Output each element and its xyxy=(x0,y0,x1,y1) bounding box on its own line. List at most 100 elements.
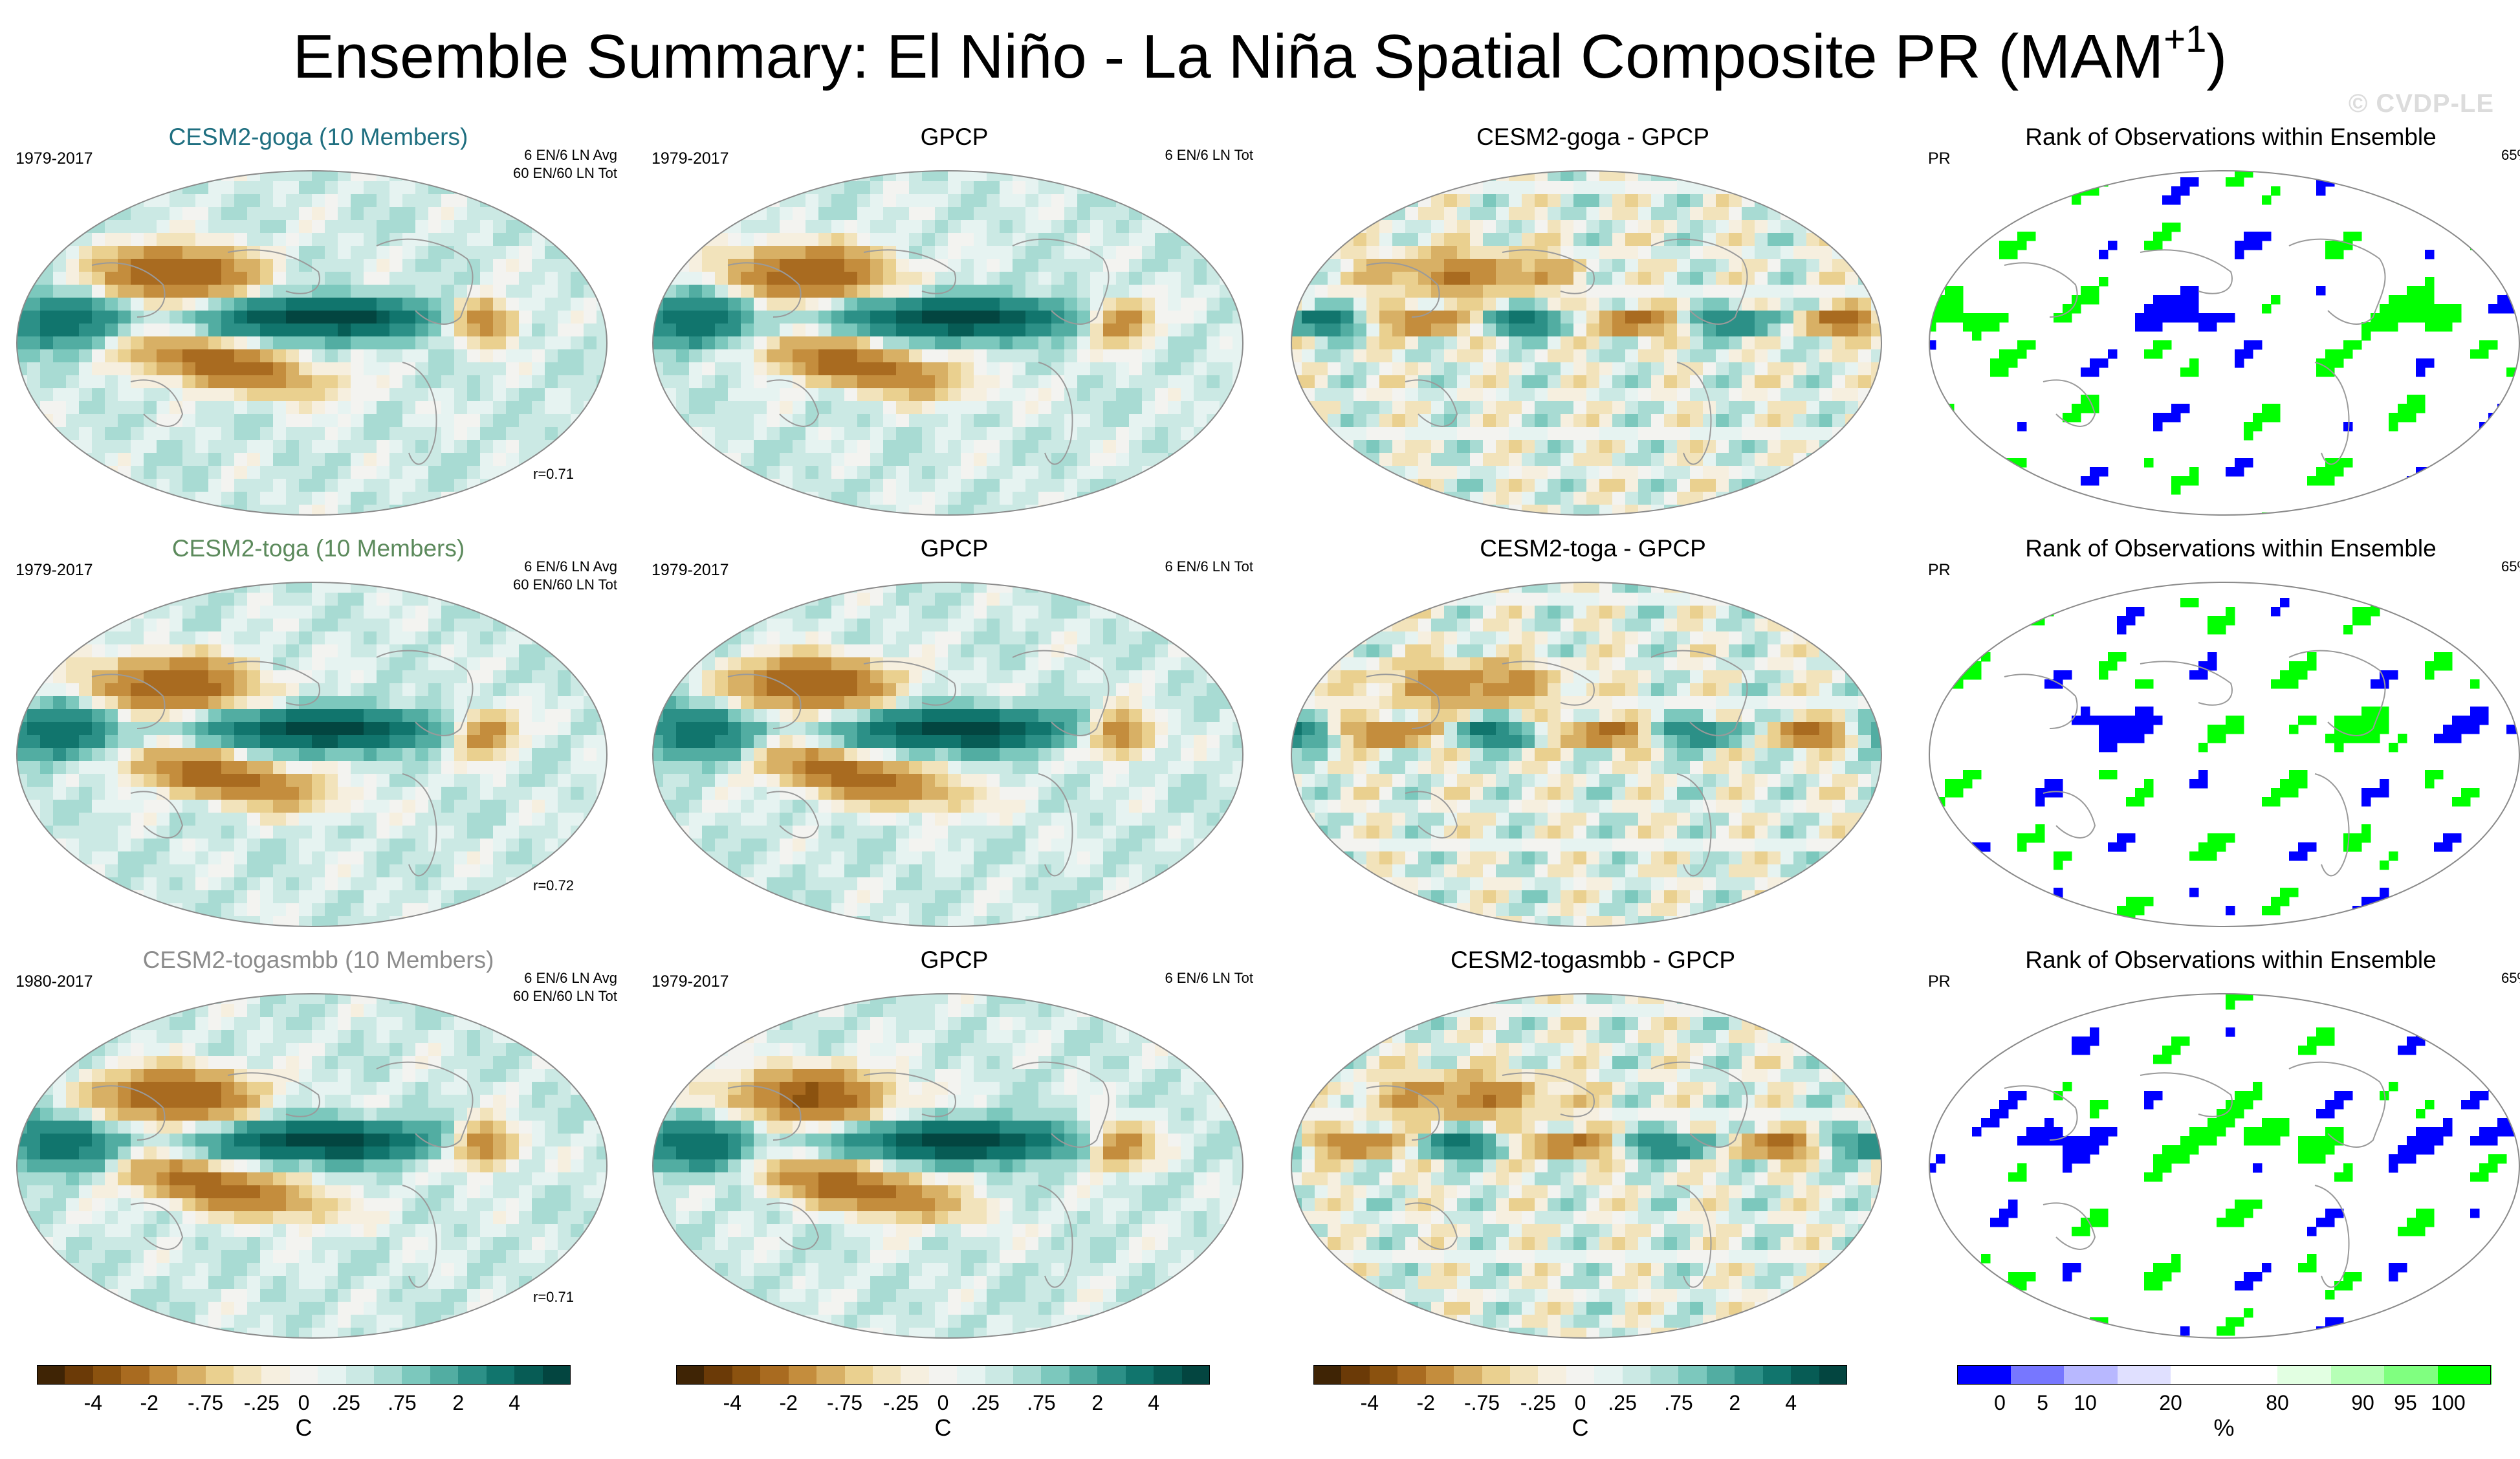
pr-colorbar-1 xyxy=(37,1365,571,1385)
map-container xyxy=(1289,168,1884,521)
rank-map xyxy=(1929,582,2520,927)
pattern-correlation-label: r=0.71 xyxy=(533,466,574,482)
colorbar-tick-label: 2 xyxy=(452,1391,465,1414)
panel-rank-row1: Rank of Observations within Ensemble PR 65… xyxy=(1920,123,2520,527)
colorbar-cell xyxy=(1566,1365,1595,1385)
colorbar-tick-label: 5 xyxy=(2037,1391,2048,1414)
title-main: Ensemble Summary: El Niño - La Niña Spat… xyxy=(292,22,2164,91)
rank-percent-label: 65% xyxy=(2501,970,2520,986)
colorbar-cell xyxy=(1594,1365,1623,1385)
colorbar-tick-label: -.75 xyxy=(826,1391,863,1414)
colorbar-tick-label: -2 xyxy=(140,1391,159,1414)
colorbar-cell xyxy=(1791,1365,1820,1385)
colorbar-tick-label: 4 xyxy=(509,1391,521,1414)
colorbar-tick-label: 0 xyxy=(1574,1391,1586,1414)
obs-map xyxy=(652,170,1244,516)
colorbar-tick-label: .25 xyxy=(1608,1391,1637,1414)
colorbar-cell xyxy=(1957,1365,2011,1385)
colorbar-cell xyxy=(402,1365,431,1385)
colorbar-cell xyxy=(2010,1365,2065,1385)
colorbar-cell xyxy=(345,1365,375,1385)
colorbar-unit-label: C xyxy=(934,1414,952,1441)
period-label: 1979-2017 xyxy=(16,561,93,579)
colorbar-cell xyxy=(177,1365,206,1385)
map-container xyxy=(1927,168,2520,521)
map-container xyxy=(1927,991,2520,1344)
event-total-label: 60 EN/60 LN Tot xyxy=(512,988,617,1004)
period-label: 1979-2017 xyxy=(652,972,729,991)
pr-colorbar-3 xyxy=(1313,1365,1848,1385)
colorbar-cell xyxy=(2277,1365,2331,1385)
variable-label: PR xyxy=(1928,972,1951,991)
map-container xyxy=(650,580,1245,932)
colorbar-cell xyxy=(1762,1365,1791,1385)
period-label: 1979-2017 xyxy=(652,561,729,579)
colorbar-cell xyxy=(1509,1365,1539,1385)
colorbar-cell xyxy=(149,1365,178,1385)
map-container xyxy=(14,580,609,932)
colorbar-cell xyxy=(1678,1365,1707,1385)
colorbar-tick-label: -2 xyxy=(779,1391,798,1414)
colorbar-cell xyxy=(1425,1365,1454,1385)
rank-map xyxy=(1929,170,2520,516)
map-container xyxy=(14,991,609,1344)
colorbar-cell xyxy=(458,1365,487,1385)
colorbar-cell xyxy=(1397,1365,1427,1385)
colorbar-cell xyxy=(1154,1365,1183,1385)
colorbar-tick-label: -4 xyxy=(1360,1391,1379,1414)
model-panel-title: CESM2-toga (10 Members) xyxy=(171,535,465,562)
colorbar-cell xyxy=(1454,1365,1482,1385)
diff-map xyxy=(1291,582,1882,927)
colorbar-cell xyxy=(233,1365,262,1385)
colorbar-tick-label: .75 xyxy=(1664,1391,1693,1414)
colorbar-tick-label: 0 xyxy=(937,1391,949,1414)
map-container xyxy=(1289,991,1884,1344)
colorbar-cell xyxy=(872,1365,901,1385)
colorbar-cell xyxy=(1069,1365,1098,1385)
colorbar-cell xyxy=(1013,1365,1042,1385)
panel-model-row3: CESM2-togasmbb (10 Members) 1980-2017 6 EN… xyxy=(8,946,629,1350)
colorbar-unit-label: C xyxy=(295,1414,312,1441)
colorbar-tick-label: .25 xyxy=(970,1391,1000,1414)
diff-map xyxy=(1291,993,1882,1339)
obs-map xyxy=(652,993,1244,1339)
colorbar-frame xyxy=(1957,1365,2491,1385)
colorbar-cell xyxy=(2437,1365,2492,1385)
diff-map xyxy=(1291,170,1882,516)
colorbar-cell xyxy=(1650,1365,1679,1385)
map-container xyxy=(650,991,1245,1344)
colorbar-tick-label: -.75 xyxy=(187,1391,224,1414)
colorbar-cell xyxy=(2224,1365,2278,1385)
colorbar-tick-label: -2 xyxy=(1416,1391,1435,1414)
obs-panel-title: GPCP xyxy=(920,124,989,150)
colorbar-cell xyxy=(65,1365,94,1385)
colorbar-cell xyxy=(486,1365,515,1385)
map-container xyxy=(650,168,1245,521)
colorbar-cell xyxy=(1369,1365,1398,1385)
colorbar-cell xyxy=(289,1365,318,1385)
colorbar-frame xyxy=(1313,1365,1847,1385)
model-map xyxy=(16,582,608,927)
event-total-label: 60 EN/60 LN Tot xyxy=(512,165,617,181)
rank-percent-label: 65% xyxy=(2501,558,2520,575)
event-total-label: 60 EN/60 LN Tot xyxy=(512,576,617,593)
panel-model-row1: CESM2-goga (10 Members) 1979-2017 6 EN/6 L… xyxy=(8,123,629,527)
variable-label: PR xyxy=(1928,561,1951,579)
colorbar-tick-label: -4 xyxy=(723,1391,742,1414)
colorbar-cell xyxy=(318,1365,347,1385)
colorbar-frame xyxy=(676,1365,1210,1385)
colorbar-tick-label: -.25 xyxy=(882,1391,919,1414)
colorbar-tick-label: .75 xyxy=(1027,1391,1056,1414)
colorbar-cell xyxy=(2384,1365,2438,1385)
colorbar-tick-label: 90 xyxy=(2351,1391,2374,1414)
colorbar-tick-label: -.25 xyxy=(243,1391,279,1414)
watermark: © CVDP-LE xyxy=(2348,89,2494,118)
colorbar-cell xyxy=(205,1365,234,1385)
colorbar-cell xyxy=(2064,1365,2118,1385)
panel-rank-row2: Rank of Observations within Ensemble PR 65… xyxy=(1920,534,2520,939)
colorbar-cell xyxy=(1819,1365,1848,1385)
figure-title: Ensemble Summary: El Niño - La Niña Spat… xyxy=(0,18,2520,96)
model-map xyxy=(16,170,608,516)
rank-colorbar xyxy=(1957,1365,2492,1385)
event-count-label: 6 EN/6 LN Avg xyxy=(524,970,617,986)
